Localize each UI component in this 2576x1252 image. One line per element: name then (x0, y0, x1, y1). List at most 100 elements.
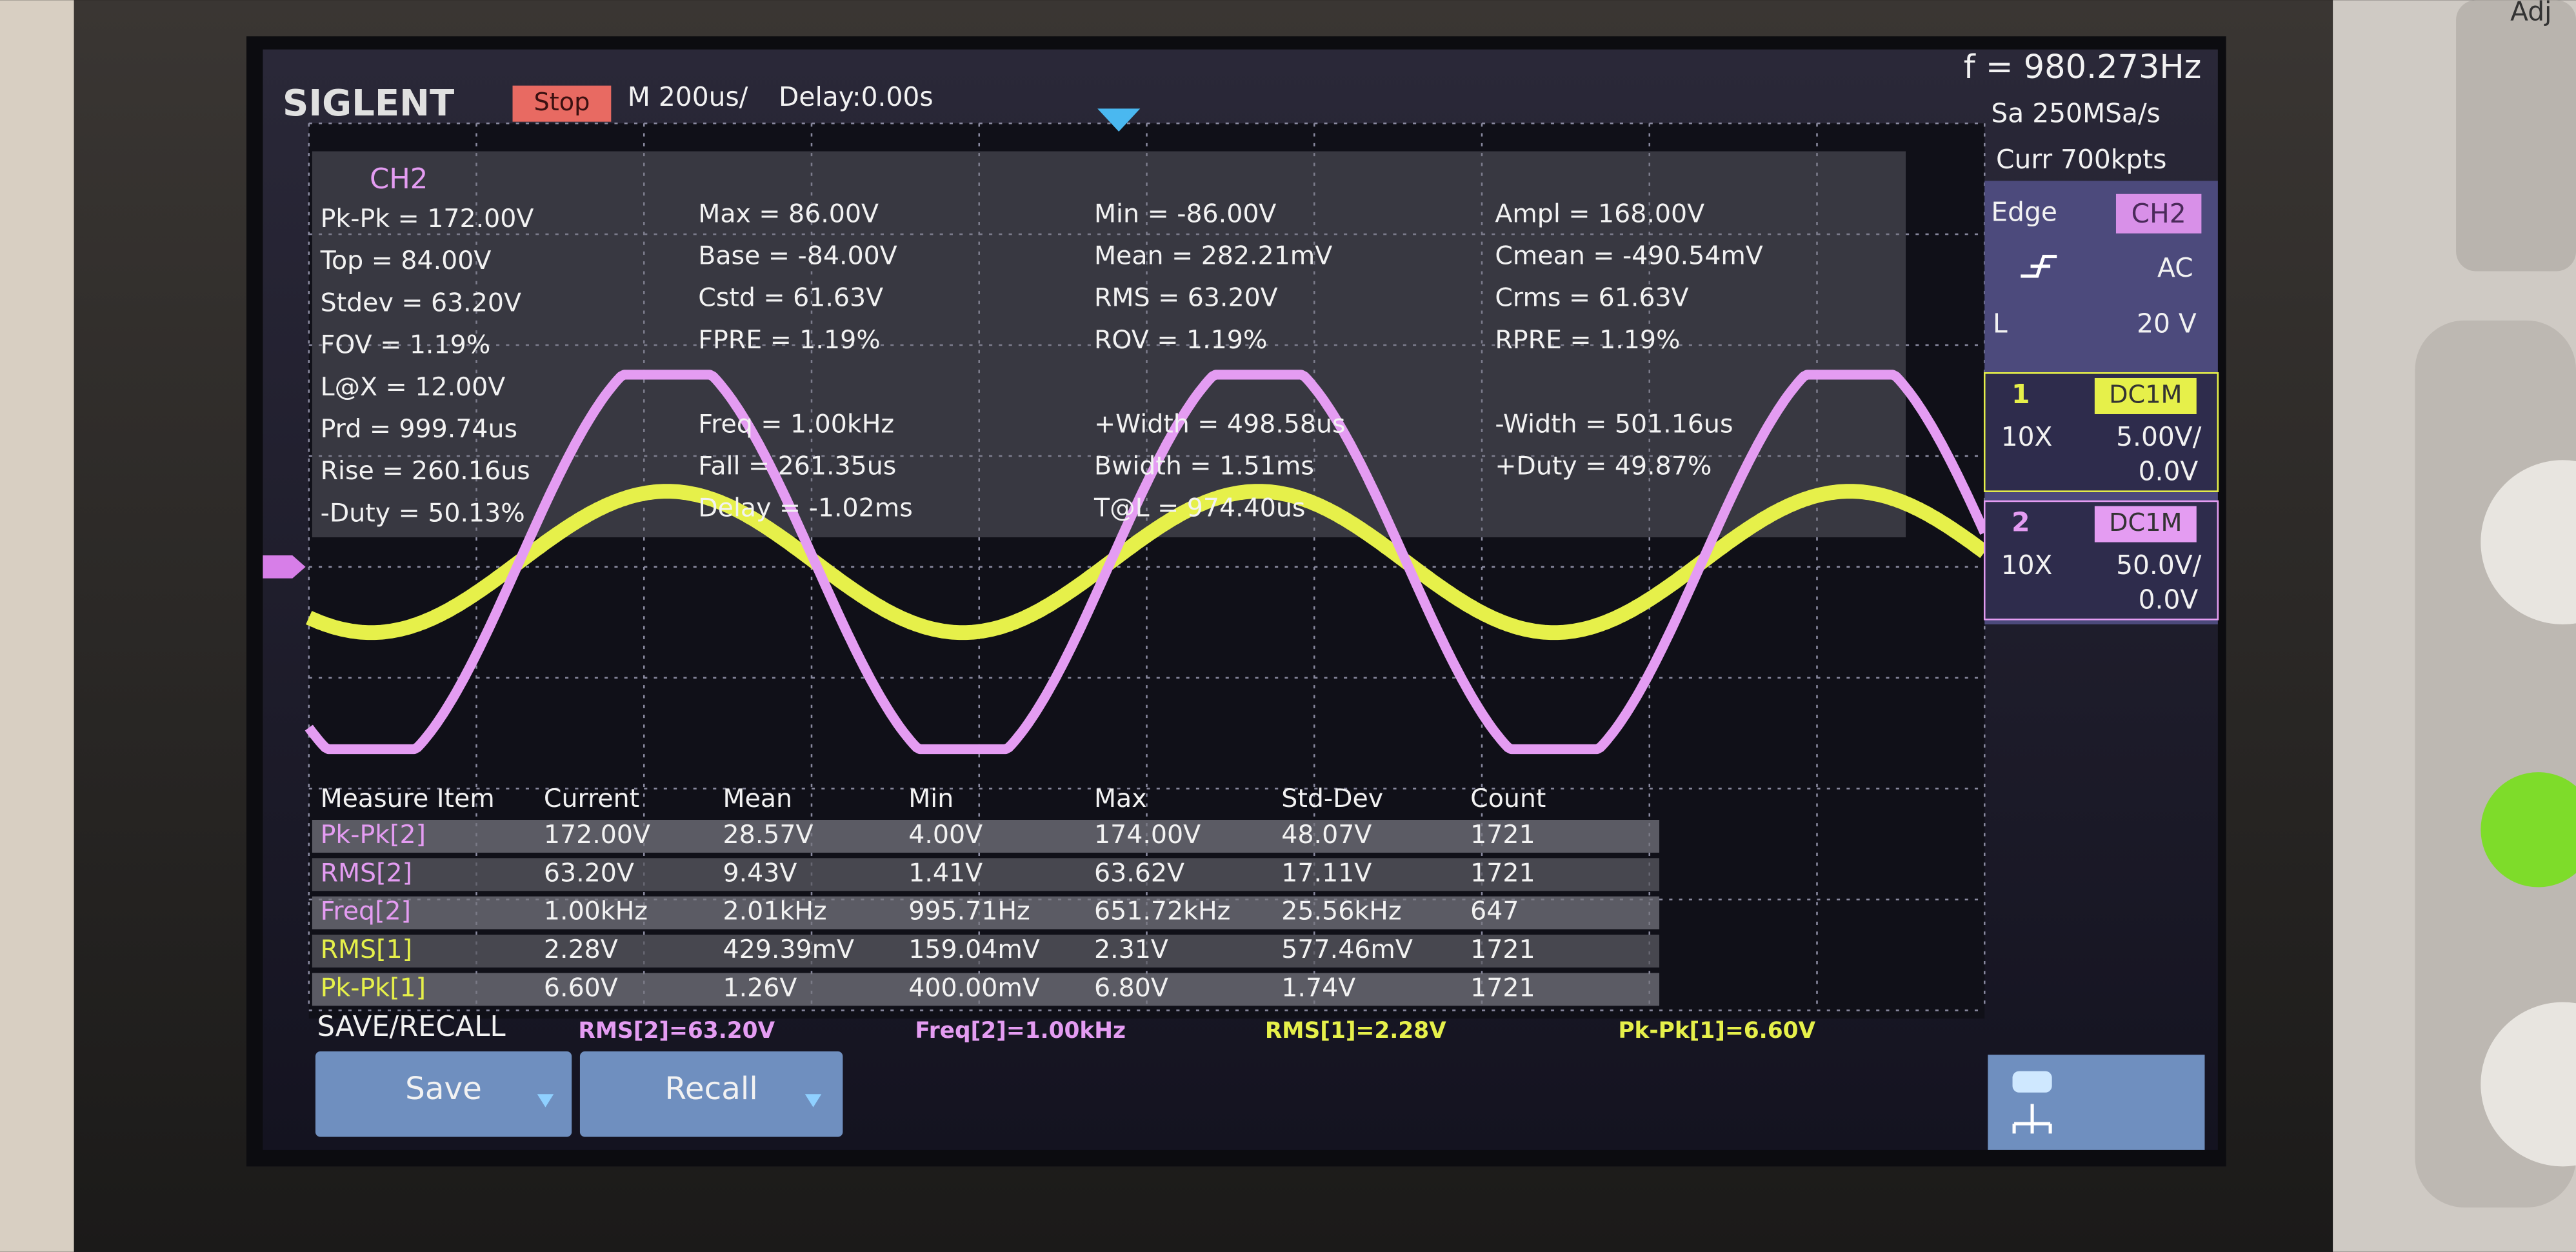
channel-coupling: DC1M (2109, 381, 2182, 409)
measurement-value: Max = 86.00V (698, 199, 879, 228)
trigger-source-box (2115, 194, 2202, 234)
stat-cell: 48.07V (1281, 820, 1372, 850)
stat-header: Count (1470, 784, 1546, 813)
status: Stop (534, 88, 590, 117)
measurement-value: Fall = 261.35us (698, 452, 896, 481)
stat-cell: 1.26V (723, 973, 797, 1002)
channel-coupling: DC1M (2109, 509, 2182, 537)
measurement-value: Base = -84.00V (698, 241, 897, 271)
stat-cell: 577.46mV (1281, 935, 1413, 964)
measurement-value: Freq = 1.00kHz (698, 409, 894, 439)
trigger-level: 20 V (2137, 308, 2197, 339)
quick-readout: RMS[2]=63.20V (578, 1018, 775, 1044)
edge-icon (2021, 254, 2057, 278)
measurement-value: Crms = 61.63V (1495, 283, 1688, 313)
arrow-icon (537, 1094, 554, 1108)
arrow-icon (804, 1094, 822, 1108)
channel-scale: 50.0V/ (2116, 550, 2202, 581)
run-button[interactable] (2481, 772, 2576, 888)
stat-cell: Freq[2] (321, 897, 411, 926)
stat-cell: Pk-Pk[2] (321, 820, 426, 850)
stat-cell: 159.04mV (908, 935, 1040, 964)
stat-cell: 28.57V (723, 820, 813, 850)
stat-cell: 25.56kHz (1281, 897, 1401, 926)
stat-cell: 1721 (1470, 820, 1535, 850)
stat-cell: 1721 (1470, 973, 1535, 1002)
measurement-value: Cstd = 61.63V (698, 283, 883, 313)
knob-housing (2456, 0, 2576, 272)
memory: Curr 700kpts (1996, 144, 2166, 175)
timebase: M 200us/ (628, 81, 748, 112)
measurement-channel: CH2 (370, 163, 428, 195)
measurement-panel (312, 151, 1906, 537)
knob[interactable] (2481, 1002, 2576, 1167)
trace (305, 370, 1990, 755)
measurement-value: Stdev = 63.20V (321, 288, 521, 317)
brand: SIGLENT (283, 83, 454, 124)
quick-readout: Pk-Pk[1]=6.60V (1618, 1018, 1815, 1044)
measurement-value: FPRE = 1.19% (698, 325, 880, 355)
measurement-value: Mean = 282.21mV (1094, 241, 1332, 271)
coupling-box (2094, 506, 2197, 542)
stat-header: Measure Item (321, 784, 495, 813)
stat-cell: 9.43V (723, 858, 797, 888)
stat-cell: 4.00V (908, 820, 983, 850)
stat-cell: 1721 (1470, 858, 1535, 888)
stat-cell: 1.74V (1281, 973, 1355, 1002)
trigger-coupling: AC (2157, 252, 2193, 283)
menu-title: SAVE/RECALL (317, 1011, 505, 1043)
stat-cell: 6.60V (544, 973, 618, 1002)
trigger-position-marker (1097, 108, 1141, 132)
stat-cell: 17.11V (1281, 858, 1372, 888)
channel-probe: 10X (2001, 421, 2053, 452)
stat-header: Max (1094, 784, 1147, 813)
stat-header: Current (544, 784, 639, 813)
stat-cell: 1.41V (908, 858, 983, 888)
channel-scale: 5.00V/ (2116, 421, 2202, 452)
quick-readout: RMS[1]=2.28V (1265, 1018, 1446, 1044)
recall-label: Recall (664, 1071, 757, 1107)
stat-cell: 2.31V (1094, 935, 1168, 964)
delay: Delay:0.00s (779, 81, 934, 112)
stat-cell: 2.01kHz (723, 897, 826, 926)
channel-offset: 0.0V (2139, 584, 2199, 615)
measurement-value: L@X = 12.00V (321, 372, 506, 402)
knob[interactable] (2481, 460, 2576, 624)
lan-icon (2012, 1071, 2052, 1093)
measurement-value: RMS = 63.20V (1094, 283, 1278, 313)
measurement-value: +Width = 498.58us (1094, 409, 1346, 439)
save-label: Save (405, 1071, 482, 1107)
save-button[interactable] (315, 1051, 572, 1137)
sample-rate: Sa 250MSa/s (1991, 98, 2160, 129)
measurement-value: -Width = 501.16us (1495, 409, 1733, 439)
stat-cell: 1.00kHz (544, 897, 648, 926)
network-icon (2012, 1104, 2052, 1134)
measurement-value: Min = -86.00V (1094, 199, 1276, 228)
stat-row (312, 896, 1660, 929)
stat-header: Min (908, 784, 954, 813)
left-casing (0, 0, 74, 1252)
stat-cell: RMS[2] (321, 858, 412, 888)
ch2-offset-marker (263, 555, 306, 579)
channel-number: 1 (2012, 379, 2030, 410)
stat-row (312, 858, 1660, 891)
measurement-value: RPRE = 1.19% (1495, 325, 1680, 355)
measurement-value: T@L = 974.40us (1093, 493, 1305, 523)
measurement-value: ROV = 1.19% (1094, 325, 1267, 355)
recall-button[interactable] (579, 1051, 843, 1137)
stat-cell: 995.71Hz (908, 897, 1030, 926)
measurement-value: Delay = -1.02ms (698, 493, 912, 523)
measurement-value: Top = 84.00V (320, 246, 492, 275)
stat-cell: 429.39mV (723, 935, 854, 964)
stat-row (312, 819, 1660, 853)
bezel-label: Adj (2510, 0, 2551, 27)
channel-probe: 10X (2001, 550, 2053, 581)
measurement-value: Pk-Pk = 172.00V (321, 204, 534, 234)
stat-row (312, 973, 1660, 1006)
coupling-box (2094, 377, 2197, 414)
quick-readout: Freq[2]=1.00kHz (915, 1018, 1126, 1044)
stat-cell: 1721 (1470, 935, 1535, 964)
stat-header: Mean (723, 784, 792, 813)
